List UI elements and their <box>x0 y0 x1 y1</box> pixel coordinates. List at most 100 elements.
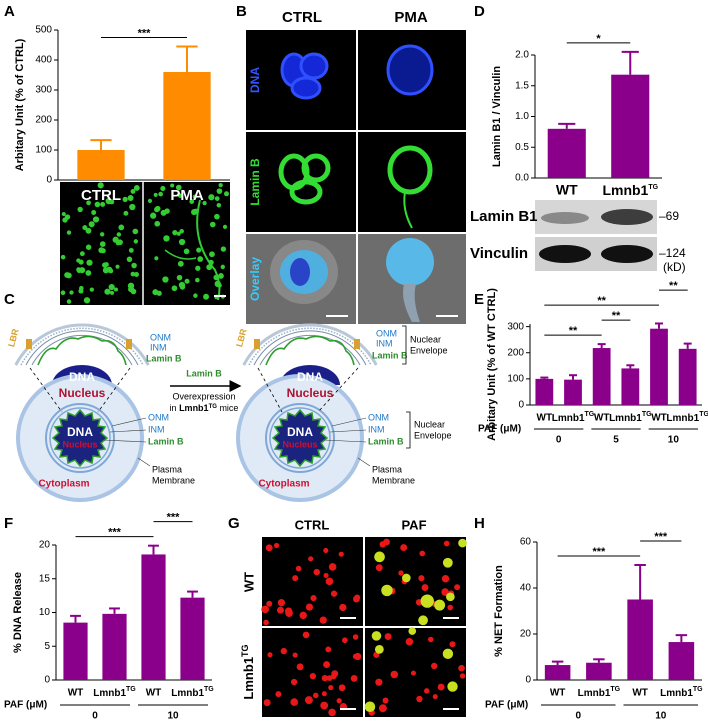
panel-letter: C <box>4 291 15 308</box>
cell <box>60 290 66 296</box>
cell <box>183 248 190 255</box>
cell <box>195 265 201 271</box>
cell <box>175 184 182 191</box>
cell <box>104 288 111 295</box>
western-blot <box>535 200 657 271</box>
y-tick-label: 200 <box>507 347 524 358</box>
cell <box>104 262 109 267</box>
cell <box>304 696 313 705</box>
x-tick-label: WT <box>68 688 84 699</box>
cell <box>82 225 88 231</box>
cell <box>338 551 344 557</box>
cell <box>105 198 112 205</box>
cell <box>176 231 181 236</box>
cell <box>154 256 159 261</box>
marker-label: –124 <box>659 246 686 260</box>
cell <box>214 213 220 220</box>
label: DNA <box>287 425 313 439</box>
cell <box>99 232 105 237</box>
text: in <box>170 403 177 413</box>
cell <box>323 547 329 553</box>
label: ONM <box>376 328 397 338</box>
cell <box>292 652 298 658</box>
cell <box>100 248 106 254</box>
cell <box>177 193 183 198</box>
cell <box>79 285 84 291</box>
unit-label: (kD) <box>663 260 686 274</box>
cell <box>416 695 423 703</box>
label: Lamin B <box>372 350 408 360</box>
cell <box>421 584 429 592</box>
cell <box>418 575 425 582</box>
y-tick-label: 5 <box>44 641 50 652</box>
superscript: TG <box>240 644 250 657</box>
cell <box>410 670 416 676</box>
category-text: Lmnb1 <box>660 688 693 699</box>
label: Nuclear <box>414 419 445 429</box>
cell <box>108 283 115 291</box>
label: Nucleus <box>62 439 97 449</box>
cell <box>443 540 450 547</box>
label: Lamin B <box>146 353 182 363</box>
bar <box>668 642 695 680</box>
y-tick-label: 100 <box>507 374 524 385</box>
cell <box>354 652 362 661</box>
cell <box>295 565 302 572</box>
cell <box>320 701 329 710</box>
bar <box>611 74 650 178</box>
cell <box>309 672 317 680</box>
panel-letter: G <box>228 515 240 532</box>
bar <box>102 613 127 680</box>
cell <box>83 297 91 304</box>
cell <box>449 641 456 648</box>
y-tick-label: 60 <box>520 537 532 548</box>
y-tick-label: 0 <box>44 675 50 686</box>
cell <box>328 708 336 717</box>
significance-label: *** <box>167 512 181 524</box>
cell <box>76 267 81 272</box>
cell <box>326 675 333 681</box>
category-text: Lmnb1 <box>93 688 126 699</box>
column-header: PAF <box>401 517 426 532</box>
cell <box>60 254 66 260</box>
x-tick-label: WT <box>550 688 566 699</box>
cell <box>196 247 202 253</box>
y-tick-label: 300 <box>507 321 524 332</box>
cell <box>419 550 426 557</box>
significance-label: * <box>596 33 601 45</box>
cell <box>330 590 338 597</box>
row-label: Lmnb1TG <box>240 644 256 699</box>
cell <box>193 293 198 298</box>
bar <box>586 662 612 680</box>
micrograph-cells <box>261 538 467 717</box>
cell <box>172 230 178 236</box>
cell <box>133 271 139 277</box>
cell <box>441 575 450 583</box>
scale-bars <box>340 617 459 710</box>
cell <box>261 605 269 614</box>
cell <box>313 568 320 576</box>
label: Nucleus <box>287 386 334 400</box>
label: INM <box>368 424 385 434</box>
label: Plasma <box>152 464 182 474</box>
label: LBR <box>234 327 249 348</box>
category-superscript: TG <box>585 411 595 418</box>
significance-label: ** <box>597 295 606 307</box>
cell <box>154 220 161 227</box>
cell <box>323 572 329 579</box>
label: Envelope <box>410 345 448 355</box>
cell <box>88 221 95 228</box>
panel-letter: H <box>474 515 485 532</box>
cell <box>202 200 207 206</box>
cell <box>405 638 414 646</box>
cell <box>130 271 136 277</box>
cell <box>85 244 92 250</box>
label: Membrane <box>372 475 415 485</box>
cell <box>152 289 159 296</box>
x-tick-label: WT <box>146 688 162 699</box>
y-tick-label: 0 <box>46 175 52 186</box>
cell <box>192 194 197 199</box>
cell <box>89 287 94 292</box>
cell <box>445 592 455 602</box>
